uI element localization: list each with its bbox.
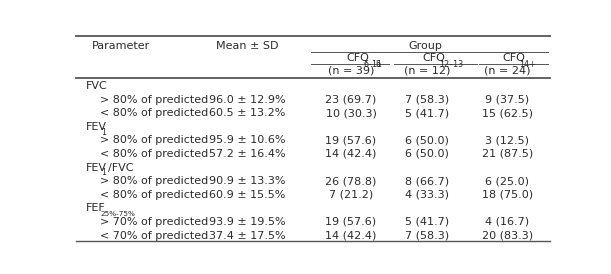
- Text: 14 (42.4): 14 (42.4): [325, 149, 377, 159]
- Text: 25%-75%: 25%-75%: [101, 211, 136, 217]
- Text: CFQ: CFQ: [346, 53, 369, 63]
- Text: b: b: [376, 60, 381, 69]
- Text: FEF: FEF: [86, 203, 106, 213]
- Text: (n = 12): (n = 12): [404, 65, 450, 76]
- Text: 26 (78.8): 26 (78.8): [325, 176, 377, 186]
- Text: 15 (62.5): 15 (62.5): [482, 108, 533, 118]
- Text: 6 (25.0): 6 (25.0): [485, 176, 529, 186]
- Text: 14+: 14+: [519, 60, 536, 69]
- Text: 4 (16.7): 4 (16.7): [485, 217, 529, 227]
- Text: (n = 39): (n = 39): [328, 65, 374, 76]
- Text: > 80% of predicted: > 80% of predicted: [100, 95, 208, 105]
- Text: CFQ: CFQ: [422, 53, 445, 63]
- Text: 60.9 ± 15.5%: 60.9 ± 15.5%: [209, 190, 285, 200]
- Text: 7 (21.2): 7 (21.2): [329, 190, 373, 200]
- Text: /FVC: /FVC: [108, 162, 133, 173]
- Text: 4 (33.3): 4 (33.3): [404, 190, 449, 200]
- Text: > 70% of predicted: > 70% of predicted: [100, 217, 208, 227]
- Text: < 70% of predicted: < 70% of predicted: [100, 230, 208, 241]
- Text: Mean ± SD: Mean ± SD: [216, 41, 278, 51]
- Text: 19 (57.6): 19 (57.6): [326, 135, 376, 145]
- Text: 93.9 ± 19.5%: 93.9 ± 19.5%: [208, 217, 285, 227]
- Text: 6–11: 6–11: [364, 60, 382, 69]
- Text: FEV: FEV: [86, 122, 107, 132]
- Text: 57.2 ± 16.4%: 57.2 ± 16.4%: [208, 149, 285, 159]
- Text: 8 (66.7): 8 (66.7): [404, 176, 449, 186]
- Text: CFQ: CFQ: [502, 53, 525, 63]
- Text: 96.0 ± 12.9%: 96.0 ± 12.9%: [208, 95, 285, 105]
- Text: 9 (37.5): 9 (37.5): [485, 95, 529, 105]
- Text: < 80% of predicted: < 80% of predicted: [100, 108, 208, 118]
- Text: 19 (57.6): 19 (57.6): [326, 217, 376, 227]
- Text: 23 (69.7): 23 (69.7): [326, 95, 376, 105]
- Text: 1: 1: [101, 168, 106, 177]
- Text: 95.9 ± 10.6%: 95.9 ± 10.6%: [208, 135, 285, 145]
- Text: 7 (58.3): 7 (58.3): [404, 95, 449, 105]
- Text: 14 (42.4): 14 (42.4): [325, 230, 377, 241]
- Text: (n = 24): (n = 24): [484, 65, 530, 76]
- Text: > 80% of predicted: > 80% of predicted: [100, 176, 208, 186]
- Text: 12–13: 12–13: [439, 60, 463, 69]
- Text: 5 (41.7): 5 (41.7): [404, 108, 449, 118]
- Text: Group: Group: [409, 41, 442, 51]
- Text: 6 (50.0): 6 (50.0): [405, 135, 448, 145]
- Text: 3 (12.5): 3 (12.5): [485, 135, 529, 145]
- Text: 90.9 ± 13.3%: 90.9 ± 13.3%: [208, 176, 285, 186]
- Text: < 80% of predicted: < 80% of predicted: [100, 190, 208, 200]
- Text: Parameter: Parameter: [92, 41, 150, 51]
- Text: 60.5 ± 13.2%: 60.5 ± 13.2%: [209, 108, 285, 118]
- Text: 21 (87.5): 21 (87.5): [481, 149, 533, 159]
- Text: < 80% of predicted: < 80% of predicted: [100, 149, 208, 159]
- Text: 7 (58.3): 7 (58.3): [404, 230, 449, 241]
- Text: FVC: FVC: [86, 81, 108, 91]
- Text: 5 (41.7): 5 (41.7): [404, 217, 449, 227]
- Text: 6 (50.0): 6 (50.0): [405, 149, 448, 159]
- Text: FEV: FEV: [86, 162, 107, 173]
- Text: 10 (30.3): 10 (30.3): [326, 108, 376, 118]
- Text: 37.4 ± 17.5%: 37.4 ± 17.5%: [208, 230, 285, 241]
- Text: 20 (83.3): 20 (83.3): [481, 230, 533, 241]
- Text: > 80% of predicted: > 80% of predicted: [100, 135, 208, 145]
- Text: 1: 1: [101, 128, 106, 136]
- Text: 18 (75.0): 18 (75.0): [481, 190, 533, 200]
